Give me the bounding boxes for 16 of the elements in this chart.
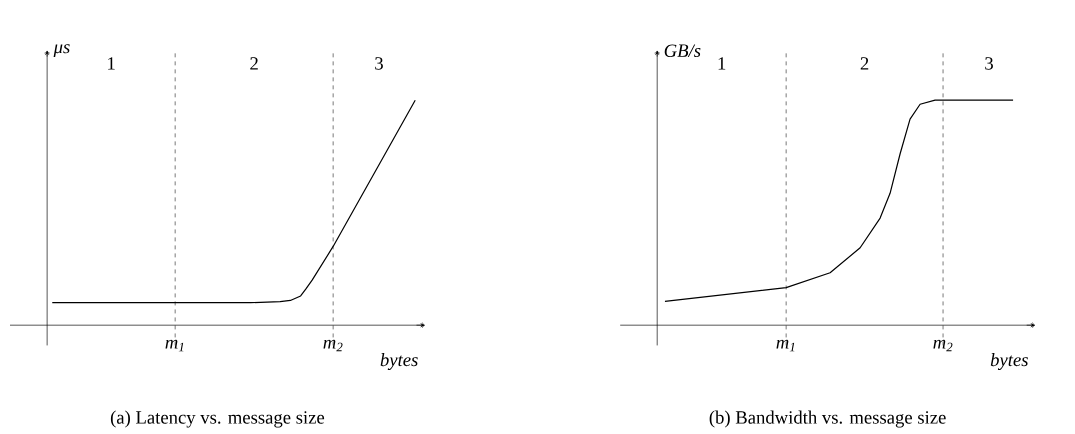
text: 1 [108,57,115,70]
y-axis-title: μs [53,44,70,58]
text: (a) Latency vs. message size [110,410,325,428]
x-tick-label: m$_{2}$ [323,339,343,352]
text: 1 [718,57,726,70]
text: 2 [250,57,258,70]
x-tick-label: m$_{2}$ [933,339,953,352]
text: 3 [985,57,993,70]
text: 2 [860,57,869,70]
text: (b) Bandwidth vs. message size [709,410,946,428]
x-tick-label: m$_{1}$ [165,339,184,352]
text: 3 [375,57,383,70]
x-axis-title: bytes [990,353,1028,371]
y-axis-title: GB/s [664,44,701,58]
x-axis-title: bytes [380,353,418,371]
x-tick-label: m$_{1}$ [776,339,795,352]
